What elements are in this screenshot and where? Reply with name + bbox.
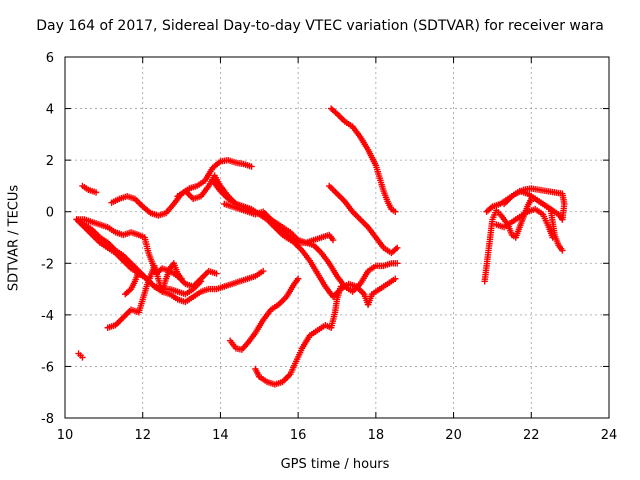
data-point	[135, 267, 143, 275]
data-point	[259, 267, 267, 275]
series-track-20	[493, 205, 556, 241]
data-point	[549, 234, 556, 241]
y-tick-label: 6	[46, 51, 54, 66]
x-tick-label: 16	[290, 428, 307, 443]
y-tick-label: 0	[46, 206, 54, 221]
grid-lines	[65, 57, 609, 418]
series-track-16	[364, 275, 399, 308]
series-track-11	[221, 200, 372, 308]
data-point	[294, 275, 302, 282]
series-track-8	[108, 156, 255, 219]
y-tick-label: 2	[46, 154, 54, 169]
series-track-6	[104, 260, 185, 331]
y-tick-label: 4	[46, 103, 54, 118]
data-point	[213, 270, 220, 277]
series-track-2	[79, 182, 100, 196]
series-track-15	[326, 182, 401, 257]
data-point	[329, 236, 337, 244]
x-tick-label: 20	[445, 428, 462, 443]
y-tick-label: -6	[41, 360, 54, 375]
series-track-12	[226, 275, 302, 353]
y-tick-label: -4	[41, 309, 54, 324]
series-track-13	[252, 283, 345, 388]
series-track-5	[73, 216, 205, 298]
x-tick-label: 24	[601, 428, 618, 443]
series-track-1	[75, 350, 86, 361]
data-point	[559, 247, 566, 254]
x-tick-label: 10	[57, 428, 74, 443]
data-point	[392, 208, 399, 215]
x-tick-label: 22	[523, 428, 540, 443]
data-point	[394, 244, 401, 252]
plot-frame	[64, 56, 610, 419]
data-point	[79, 354, 86, 361]
chart-title: Day 164 of 2017, Sidereal Day-to-day VTE…	[36, 18, 604, 34]
series-track-4	[73, 216, 220, 290]
series-track-14	[327, 105, 399, 215]
data-point	[392, 275, 399, 282]
y-tick-label: -2	[41, 257, 54, 272]
data-point	[337, 283, 345, 290]
data-point	[92, 189, 100, 196]
data-point	[248, 163, 255, 170]
series-track-7	[122, 267, 143, 298]
y-tick-label: -8	[41, 412, 54, 427]
x-axis-label: GPS time / hours	[280, 457, 390, 472]
x-tick-label: 18	[368, 428, 385, 443]
data-markers	[73, 105, 568, 388]
x-tick-label: 12	[134, 428, 151, 443]
data-point	[394, 260, 401, 267]
data-point	[559, 216, 566, 223]
series-track-19	[500, 187, 566, 223]
x-tick-label: 14	[212, 428, 229, 443]
data-point	[197, 278, 205, 285]
data-point	[178, 275, 185, 282]
